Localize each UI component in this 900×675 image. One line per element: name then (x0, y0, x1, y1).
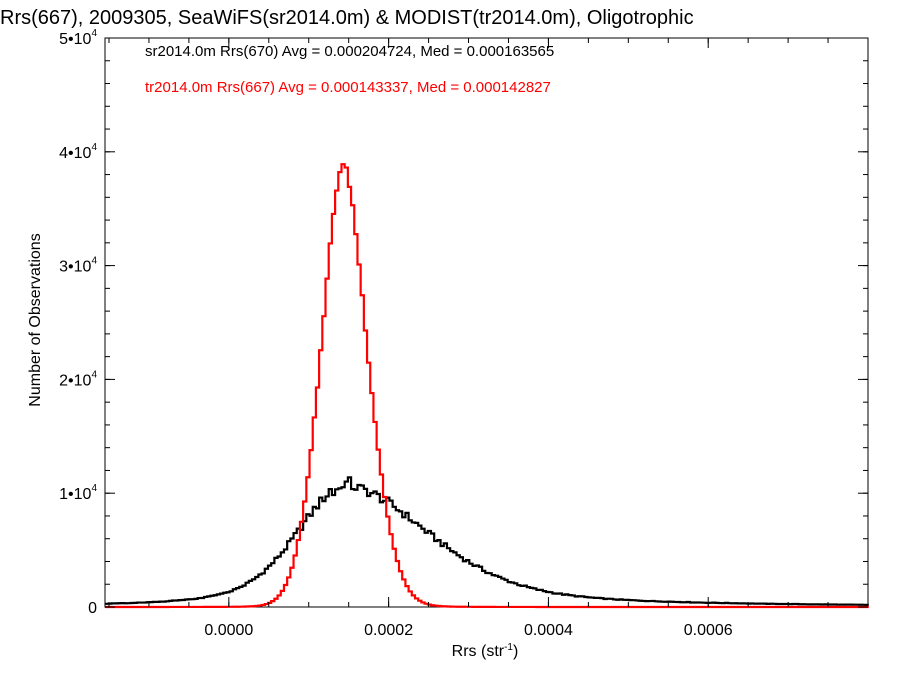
y-tick-label: 1•104 (59, 483, 97, 503)
y-tick-label: 2•104 (59, 369, 97, 389)
legend-entry-tr2014: tr2014.0m Rrs(667) Avg = 0.000143337, Me… (145, 79, 551, 96)
plot-frame (104, 37, 869, 608)
histogram-series-tr2014.0m (105, 163, 869, 609)
y-axis-label: Number of Observations (27, 233, 44, 406)
y-tick-label: 0 (88, 600, 97, 617)
y-tick-label: 5•104 (59, 28, 97, 48)
x-tick-label: 0.0002 (364, 622, 413, 639)
y-tick-label: 3•104 (59, 256, 97, 276)
x-axis-label-end: ) (513, 643, 518, 660)
x-axis-label: Rrs (str-1) (452, 642, 519, 660)
x-tick-label: 0.0006 (684, 622, 733, 639)
histogram-layer (105, 163, 869, 609)
x-tick-label: 0.0004 (524, 622, 573, 639)
x-tick-label: 0.0000 (204, 622, 253, 639)
tick-label-layer: 0.0000 0.0002 0.0004 0.0006 0 1•104 2•104 3•104… (59, 28, 733, 639)
x-axis-label-text: Rrs (str (452, 643, 505, 660)
legend-entry-sr2014: sr2014.0m Rrs(670) Avg = 0.000204724, Me… (145, 43, 554, 60)
chart-title: Rrs(667), 2009305, SeaWiFS(sr2014.0m) & … (0, 7, 694, 29)
tick-layer (105, 37, 868, 608)
y-tick-label: 4•104 (59, 142, 97, 162)
x-axis-label-superscript: -1 (504, 642, 513, 653)
histogram-series-sr2014.0m (105, 476, 869, 606)
